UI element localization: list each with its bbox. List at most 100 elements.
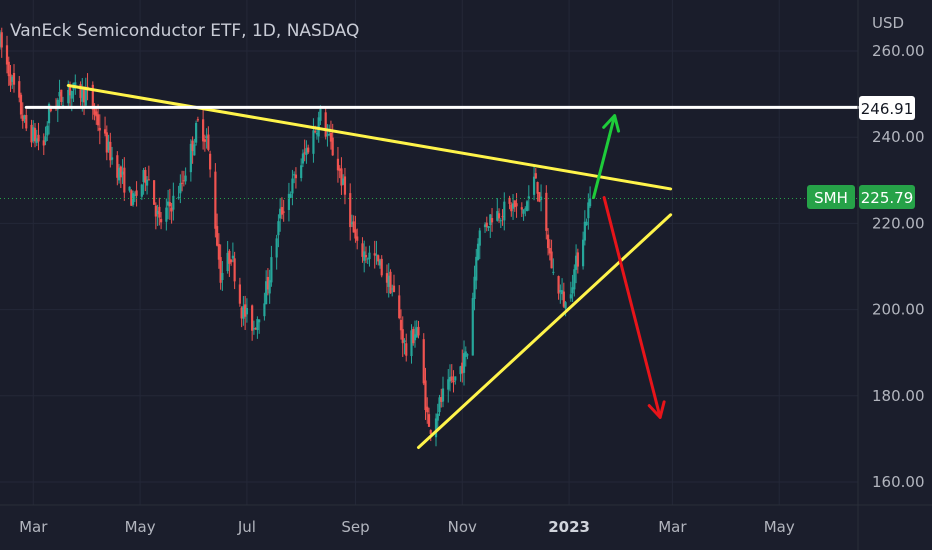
candle-body <box>158 206 161 218</box>
candle-body <box>140 184 143 197</box>
candle-body <box>219 257 222 283</box>
x-tick-label: Nov <box>448 518 477 536</box>
candle-body <box>147 179 150 181</box>
candle-body <box>244 304 247 317</box>
candle-body <box>450 376 453 381</box>
candle-body <box>385 273 389 283</box>
candle-body <box>550 251 553 269</box>
candle-body <box>156 210 159 215</box>
grid <box>0 0 858 505</box>
candle-body <box>552 271 555 273</box>
candle-body <box>329 132 333 142</box>
candle-body <box>266 276 270 290</box>
candle-body <box>387 275 390 287</box>
candle-body <box>251 305 254 331</box>
candle-body <box>133 194 136 196</box>
candle-body <box>128 186 131 191</box>
price-unit-label: USD <box>872 14 904 32</box>
candle-body <box>301 153 305 164</box>
candle-body <box>95 111 98 117</box>
level-tag-background <box>859 96 915 120</box>
candle-body <box>476 243 480 260</box>
candle-body <box>258 319 261 323</box>
candle-body <box>585 221 588 226</box>
y-tick-label: 160.00 <box>872 473 925 491</box>
candle-body <box>119 166 122 178</box>
price-tag-value: 225.79 <box>861 189 914 207</box>
candle-body <box>364 254 368 258</box>
candle-body <box>429 430 432 434</box>
candle-body <box>166 201 170 206</box>
candle-body <box>305 148 308 156</box>
plot-background <box>0 0 858 505</box>
candle-body <box>9 74 12 86</box>
x-tick-label: Sep <box>341 518 369 536</box>
candle-body <box>294 174 298 179</box>
drawings <box>0 83 860 450</box>
candle-body <box>399 319 403 331</box>
candle-body <box>328 134 331 136</box>
candle-body <box>142 170 145 182</box>
candle-body <box>424 380 427 411</box>
candle-body <box>91 84 94 110</box>
candle-body <box>534 173 537 179</box>
candle-body <box>587 202 590 219</box>
candle-body <box>573 269 576 290</box>
candle-body <box>485 222 488 228</box>
candle-body <box>35 138 38 143</box>
candle-body <box>110 157 114 160</box>
candle-body <box>319 109 322 121</box>
candle-body <box>195 123 198 143</box>
candle-body <box>32 127 35 141</box>
candle-body <box>252 328 255 330</box>
candle-body <box>177 196 180 199</box>
candle-body <box>81 87 84 102</box>
price-tag-symbol: SMH <box>814 189 848 207</box>
candle-body <box>86 86 89 88</box>
candle-body <box>569 294 572 299</box>
candle-body <box>182 180 185 182</box>
candle-body <box>121 171 124 175</box>
candle-body <box>539 196 543 200</box>
candle-body <box>203 139 206 142</box>
candle-body <box>405 343 408 356</box>
candle-body <box>441 388 445 402</box>
candle-body <box>487 226 490 229</box>
support-trendline <box>416 213 673 450</box>
candle-body <box>300 165 303 179</box>
candle-body <box>501 216 504 218</box>
candle-body <box>221 272 224 281</box>
bearish-arrow <box>602 196 662 419</box>
candle-body <box>144 169 147 183</box>
candle-body <box>380 258 383 276</box>
x-tick-label: Mar <box>19 518 48 536</box>
candle-body <box>0 34 2 47</box>
candle-body <box>389 271 392 294</box>
candle-body <box>216 226 219 246</box>
candle-body <box>42 140 45 146</box>
candle-body <box>524 208 527 210</box>
candle-body <box>391 288 394 290</box>
x-tick-label: 2023 <box>548 518 590 536</box>
candle-body <box>233 258 236 282</box>
candle-body <box>317 117 320 137</box>
price-tags: 246.91 SMH 225.79 <box>807 96 915 209</box>
candle-body <box>520 207 523 210</box>
candle-body <box>240 307 243 319</box>
bearish-arrow-head <box>647 400 666 419</box>
candle-body <box>545 192 548 231</box>
candle-body <box>242 306 245 319</box>
candle-body <box>0 32 3 48</box>
chart-title: VanEck Semiconductor ETF, 1D, NASDAQ <box>10 21 359 41</box>
candle-body <box>426 406 429 413</box>
candle-body <box>238 284 241 304</box>
x-tick-label: Jul <box>237 518 256 536</box>
candle-body <box>447 379 450 390</box>
candle-body <box>375 254 378 256</box>
candle-body <box>287 193 291 210</box>
candle-body <box>548 248 551 254</box>
candle-body <box>503 201 506 221</box>
candle-body <box>454 376 457 381</box>
